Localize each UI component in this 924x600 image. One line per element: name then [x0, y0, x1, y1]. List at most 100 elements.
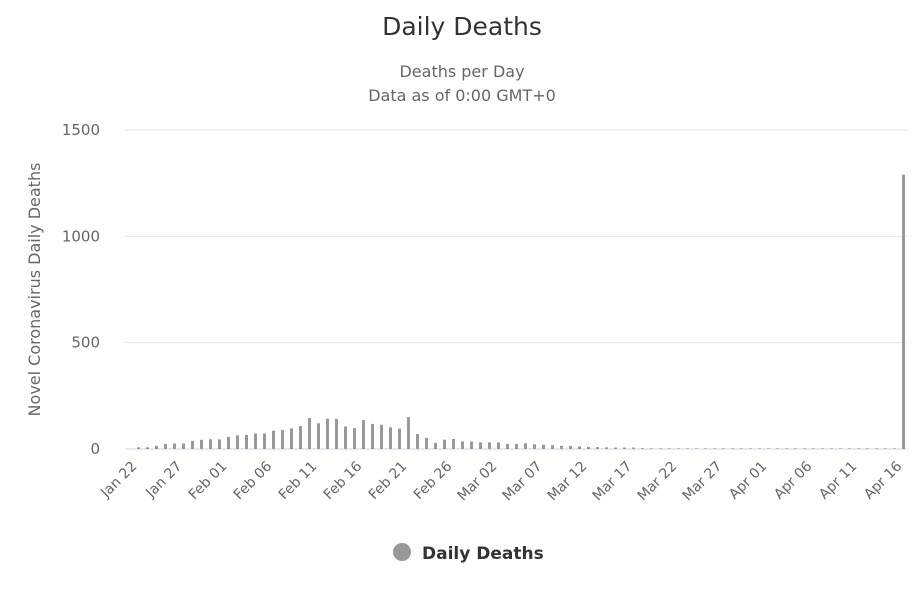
bar[interactable] [191, 440, 194, 449]
bar[interactable] [353, 428, 356, 449]
bar[interactable] [434, 442, 437, 449]
bar[interactable] [326, 418, 329, 449]
bar[interactable] [884, 448, 887, 449]
bar[interactable] [686, 448, 689, 449]
legend-label[interactable]: Daily Deaths [422, 544, 544, 564]
bar[interactable] [227, 436, 230, 449]
y-tick-label: 1000 [62, 227, 100, 245]
bar[interactable] [308, 417, 311, 449]
bar[interactable] [344, 426, 347, 449]
bar[interactable] [560, 445, 563, 449]
bar[interactable] [137, 447, 140, 449]
bar[interactable] [740, 448, 743, 449]
bar[interactable] [497, 442, 500, 449]
x-tick-label: Mar 02 [455, 459, 501, 505]
bar[interactable] [524, 443, 527, 449]
bar[interactable] [776, 448, 779, 449]
legend-marker-icon[interactable] [393, 543, 411, 561]
bar[interactable] [164, 443, 167, 449]
bar[interactable] [578, 446, 581, 449]
bar[interactable] [830, 448, 833, 449]
bar[interactable] [605, 447, 608, 449]
bar[interactable] [749, 448, 752, 449]
bar[interactable] [452, 439, 455, 449]
bar[interactable] [515, 443, 518, 449]
bar[interactable] [398, 428, 401, 449]
bar[interactable] [596, 447, 599, 449]
bar[interactable] [902, 174, 905, 449]
bar[interactable] [758, 448, 761, 449]
x-tick-label: Feb 06 [231, 458, 276, 503]
x-tick-label: Feb 26 [411, 458, 456, 503]
bar[interactable] [866, 448, 869, 449]
bar[interactable] [290, 428, 293, 449]
bar[interactable] [299, 426, 302, 449]
bar[interactable] [623, 447, 626, 449]
bar[interactable] [146, 447, 149, 449]
bar[interactable] [569, 446, 572, 449]
bar[interactable] [722, 448, 725, 449]
bar[interactable] [731, 448, 734, 449]
x-tick-label: Feb 01 [186, 459, 231, 504]
bar[interactable] [875, 448, 878, 449]
bar[interactable] [389, 427, 392, 449]
bar[interactable] [668, 448, 671, 449]
bar[interactable] [416, 434, 419, 449]
bar[interactable] [587, 446, 590, 449]
bar[interactable] [182, 443, 185, 449]
bar[interactable] [380, 424, 383, 449]
bar[interactable] [362, 420, 365, 449]
bar[interactable] [821, 448, 824, 449]
x-tick-label: Mar 12 [545, 459, 591, 505]
x-tick-label: Feb 21 [366, 459, 411, 504]
bar[interactable] [857, 448, 860, 449]
chart-subtitle-line: Data as of 0:00 GMT+0 [368, 86, 556, 105]
bar[interactable] [173, 443, 176, 449]
bar[interactable] [650, 448, 653, 449]
bar[interactable] [470, 441, 473, 449]
bar[interactable] [209, 439, 212, 449]
bar[interactable] [713, 448, 716, 449]
bar[interactable] [695, 448, 698, 449]
bar[interactable] [614, 447, 617, 449]
bar[interactable] [794, 448, 797, 449]
bar[interactable] [263, 433, 266, 449]
bar[interactable] [281, 430, 284, 449]
bar[interactable] [659, 448, 662, 449]
bar[interactable] [272, 430, 275, 449]
bar[interactable] [407, 417, 410, 449]
bar[interactable] [542, 444, 545, 449]
bar[interactable] [236, 435, 239, 449]
bar[interactable] [812, 448, 815, 449]
bar[interactable] [506, 443, 509, 449]
bar[interactable] [254, 433, 257, 449]
bar[interactable] [803, 448, 806, 449]
bar[interactable] [839, 448, 842, 449]
bar[interactable] [767, 448, 770, 449]
bar[interactable] [893, 448, 896, 449]
bar[interactable] [479, 442, 482, 449]
bar[interactable] [371, 423, 374, 449]
bar[interactable] [155, 445, 158, 449]
bar[interactable] [488, 442, 491, 449]
bar[interactable] [245, 434, 248, 449]
bar[interactable] [785, 448, 788, 449]
bar[interactable] [533, 444, 536, 449]
bar[interactable] [641, 448, 644, 449]
bar[interactable] [335, 418, 338, 449]
bar[interactable] [317, 423, 320, 449]
bar[interactable] [632, 447, 635, 449]
x-tick-label: Apr 06 [771, 458, 815, 502]
bar[interactable] [551, 445, 554, 449]
chart-title: Daily Deaths [382, 12, 542, 41]
bar[interactable] [218, 439, 221, 449]
bar[interactable] [704, 448, 707, 449]
bar[interactable] [425, 437, 428, 449]
bar[interactable] [200, 439, 203, 449]
bar[interactable] [677, 448, 680, 449]
bar[interactable] [443, 439, 446, 449]
y-tick-label: 1500 [62, 121, 100, 139]
bar[interactable] [848, 448, 851, 449]
bar[interactable] [461, 441, 464, 449]
